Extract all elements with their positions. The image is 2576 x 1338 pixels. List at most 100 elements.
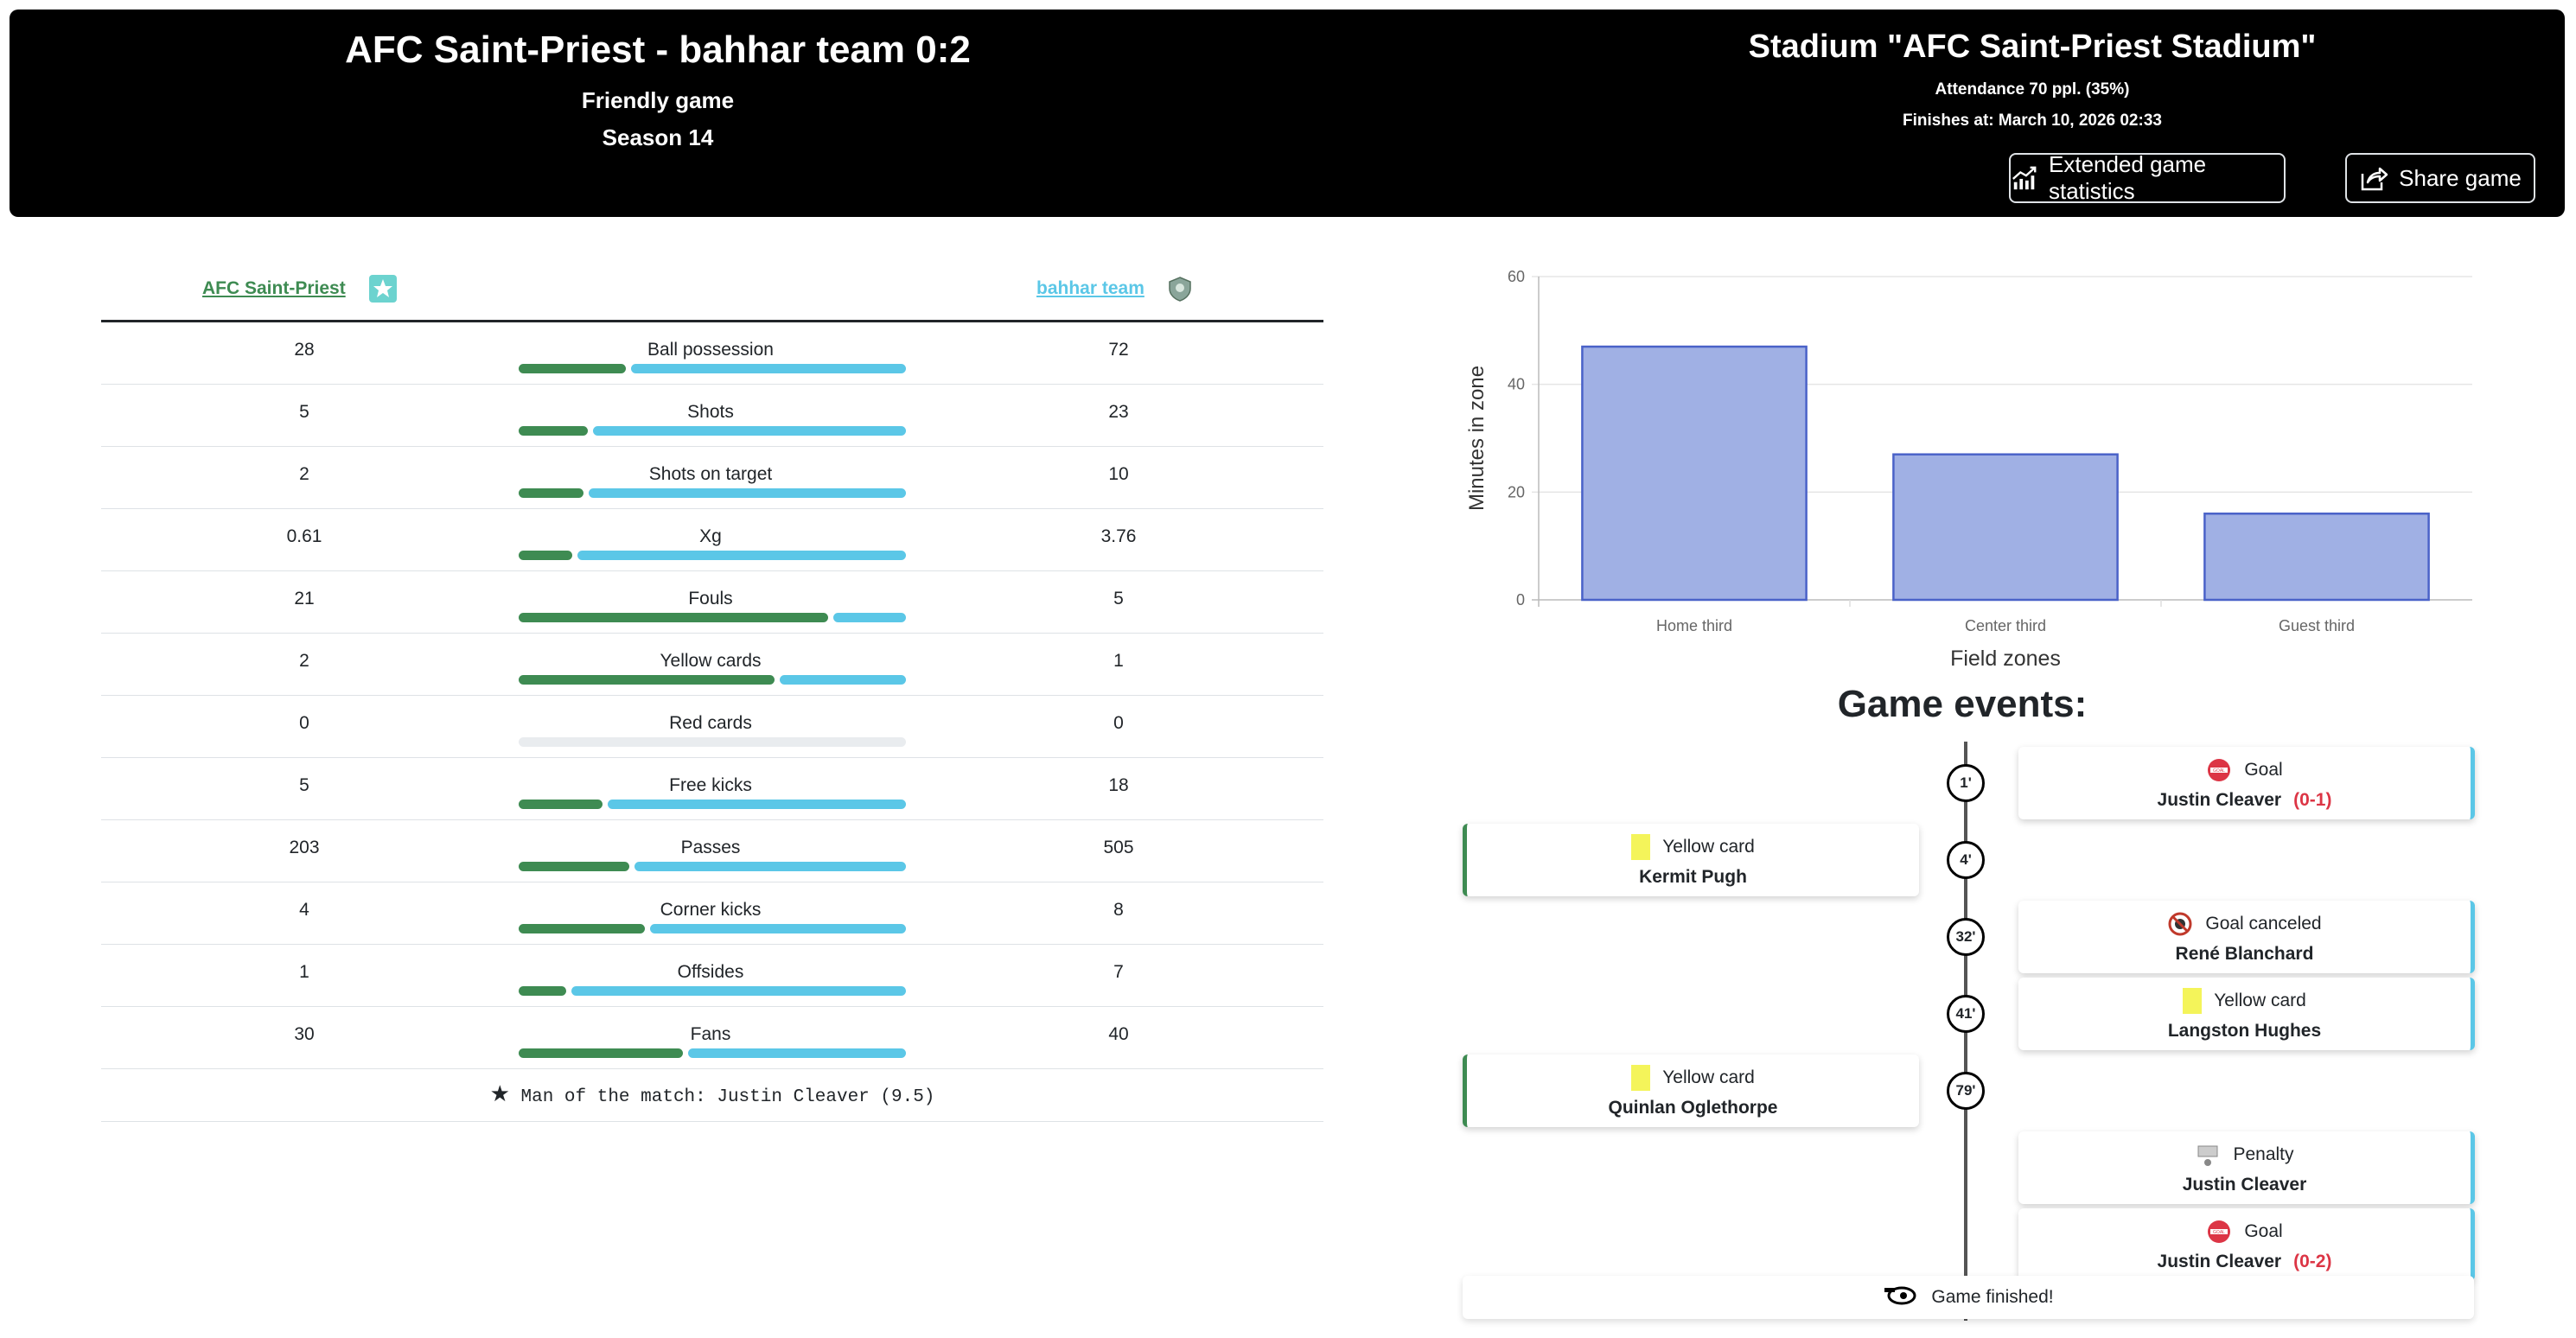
stat-away-value: 1: [1113, 651, 1124, 671]
event-player[interactable]: Quinlan Oglethorpe: [1608, 1098, 1778, 1118]
stat-label: Shots: [687, 402, 734, 422]
stat-away-value: 3.76: [1100, 526, 1137, 546]
stat-home-value: 21: [294, 589, 315, 608]
stat-comparison-bar: [519, 551, 906, 560]
stat-comparison-bar: [519, 800, 906, 809]
event-score: (0-1): [2293, 790, 2332, 810]
stat-home-value: 5: [299, 775, 309, 795]
event-minute-marker: 4': [1947, 841, 1985, 879]
stadium-name: Stadium "AFC Saint-Priest Stadium": [1748, 29, 2317, 65]
game-finished-text: Game finished!: [1931, 1287, 2054, 1307]
game-events-title: Game events:: [1837, 683, 2088, 725]
stat-bar-empty: [519, 737, 906, 747]
stat-row: 1 Offsides 7: [101, 945, 1323, 1007]
event-card: GOAL Goal Justin Cleaver (0-1): [2018, 747, 2475, 819]
stat-bar-away: [608, 800, 906, 809]
extended-stats-label: Extended game statistics: [2049, 151, 2207, 204]
stat-label: Fouls: [688, 589, 733, 608]
match-header: AFC Saint-Priest - bahhar team 0:2 Frien…: [10, 10, 2565, 217]
stat-bar-home: [519, 862, 629, 871]
extended-stats-button[interactable]: Extended game statistics: [2009, 151, 2286, 204]
event-card: Goal canceled René Blanchard: [2018, 901, 2475, 973]
event-player[interactable]: Justin Cleaver: [2157, 1252, 2282, 1271]
yellow-card-icon: [1631, 834, 1651, 860]
event-player[interactable]: René Blanchard: [2175, 944, 2314, 964]
stat-comparison-bar: [519, 613, 906, 622]
event-title: Penalty: [2233, 1144, 2294, 1164]
y-axis-label: Minutes in zone: [1465, 366, 1489, 511]
stat-label: Offsides: [677, 962, 744, 982]
event-player[interactable]: Kermit Pugh: [1639, 867, 1747, 887]
event-title: Goal: [2244, 1221, 2283, 1241]
event-card: Penalty Justin Cleaver: [2018, 1131, 2475, 1204]
stat-bar-home: [519, 551, 572, 560]
stat-label: Red cards: [669, 713, 752, 733]
stat-bar-away: [634, 862, 906, 871]
goal-icon: GOAL: [2206, 757, 2232, 783]
stat-label: Free kicks: [669, 775, 752, 795]
event-player[interactable]: Langston Hughes: [2167, 1021, 2322, 1041]
game-type: Friendly game: [581, 87, 735, 113]
zone-bar: [2203, 513, 2430, 602]
stat-row: 5 Free kicks 18: [101, 758, 1323, 820]
event-card: Yellow card Langston Hughes: [2018, 978, 2475, 1050]
chart-icon: [2012, 166, 2037, 190]
stat-row: 30 Fans 40: [101, 1007, 1323, 1069]
stat-label: Shots on target: [648, 464, 773, 484]
stat-away-value: 40: [1108, 1024, 1129, 1044]
stat-bar-away: [577, 551, 906, 560]
stat-comparison-bar: [519, 737, 906, 747]
stat-comparison-bar: [519, 1048, 906, 1058]
event-card: Yellow card Kermit Pugh: [1463, 824, 1919, 896]
y-tick-label: 60: [1508, 268, 1525, 285]
stat-bar-away: [631, 364, 906, 373]
stat-bar-home: [519, 924, 645, 933]
stat-home-value: 0.61: [286, 526, 322, 546]
x-axis-label: Field zones: [1950, 647, 2061, 671]
share-game-label: Share game: [2399, 164, 2522, 191]
stat-label: Corner kicks: [660, 900, 762, 920]
attendance: Attendance 70 ppl. (35%): [1935, 80, 2130, 99]
stat-row: 21 Fouls 5: [101, 571, 1323, 634]
stat-home-value: 2: [299, 651, 309, 671]
stat-row: 28 Ball possession 72: [101, 322, 1323, 385]
event-player[interactable]: Justin Cleaver: [2157, 790, 2282, 810]
x-tick-label: Center third: [1965, 617, 2046, 634]
match-title: AFC Saint-Priest - bahhar team 0:2: [345, 29, 971, 71]
stat-label: Ball possession: [647, 340, 774, 360]
away-team-link[interactable]: bahhar team: [1036, 278, 1145, 298]
stat-home-value: 4: [299, 900, 309, 920]
stat-away-value: 0: [1113, 713, 1124, 733]
event-title: Yellow card: [1662, 1067, 1755, 1087]
share-game-button[interactable]: Share game: [2345, 153, 2535, 203]
stat-row: 203 Passes 505: [101, 820, 1323, 882]
stat-bar-away: [571, 986, 906, 996]
stat-bar-home: [519, 426, 588, 436]
event-title: Goal: [2244, 760, 2283, 780]
event-title: Yellow card: [1662, 837, 1755, 857]
finish-time: Finishes at: March 10, 2026 02:33: [1903, 112, 2162, 130]
stat-home-value: 1: [299, 962, 309, 982]
stat-comparison-bar: [519, 986, 906, 996]
stat-comparison-bar: [519, 488, 906, 498]
stat-row: 2 Yellow cards 1: [101, 634, 1323, 696]
away-team-badge-icon: [1166, 275, 1194, 303]
home-team-link[interactable]: AFC Saint-Priest: [202, 278, 346, 298]
stat-home-value: 30: [294, 1024, 315, 1044]
y-tick-label: 20: [1508, 483, 1525, 500]
field-zones-chart: 0 20 40 60 Home third Center third Guest third…: [1452, 259, 2490, 674]
stat-away-value: 8: [1113, 900, 1124, 920]
man-of-the-match-text: Man of the match: Justin Cleaver (9.5): [520, 1087, 935, 1107]
stat-comparison-bar: [519, 426, 906, 436]
stat-comparison-bar: [519, 924, 906, 933]
stat-comparison-bar: [519, 364, 906, 373]
svg-text:GOAL: GOAL: [2213, 1230, 2225, 1235]
penalty-icon: [2195, 1142, 2221, 1168]
stat-bar-home: [519, 364, 626, 373]
event-player[interactable]: Justin Cleaver: [2182, 1175, 2307, 1195]
stat-away-value: 18: [1108, 775, 1129, 795]
stat-comparison-bar: [519, 675, 906, 685]
stat-bar-home: [519, 986, 566, 996]
event-title: Goal canceled: [2205, 914, 2322, 933]
stat-away-value: 23: [1108, 402, 1129, 422]
